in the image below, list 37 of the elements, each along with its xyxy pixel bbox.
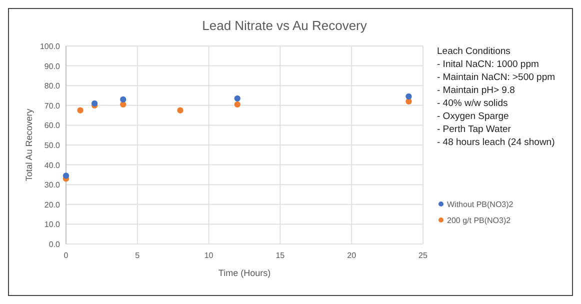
chart-title: Lead Nitrate vs Au Recovery	[202, 18, 368, 33]
x-tick-label: 0	[64, 251, 69, 260]
text: - 48 hours leach (24 shown)	[437, 137, 555, 148]
point	[62, 172, 70, 179]
y-tick-label: 80.0	[44, 82, 61, 91]
x-tick-label: 20	[347, 251, 357, 260]
y-tick-label: 60.0	[44, 121, 61, 130]
point	[234, 101, 240, 108]
text: - Inital NaCN: 1000 ppm	[437, 59, 539, 70]
point	[406, 93, 412, 100]
y-tick-label: 20.0	[44, 200, 61, 210]
point	[234, 95, 240, 102]
text: Leach Conditions	[437, 46, 511, 57]
y-tick-label: 10.0	[44, 220, 61, 230]
y-axis-title: Total Au Recovery	[24, 108, 34, 182]
x-tick-label: 5	[135, 251, 140, 260]
text: - Perth Tap Water	[437, 124, 511, 135]
y-tick-label: 70.0	[44, 101, 61, 110]
x-tick-label: 10	[204, 251, 214, 260]
y-tick-label: 0.0	[48, 240, 61, 249]
y-tick-label: 50.0	[44, 141, 61, 150]
x-tick-label: 15	[276, 251, 286, 260]
y-tick-label: 100.0	[40, 42, 61, 51]
point	[120, 96, 126, 103]
x-axis-title: Time (Hours)	[218, 268, 271, 278]
x-tick-label: 25	[418, 251, 428, 260]
text: - Maintain pH> 9.8	[437, 85, 515, 96]
point	[77, 107, 84, 114]
y-tick-label: 30.0	[44, 180, 61, 190]
text: - 40% w/w solids	[437, 98, 508, 109]
legend-label: Without PB(NO3)2	[447, 200, 514, 209]
point	[177, 107, 184, 114]
y-tick-label: 90.0	[44, 62, 61, 71]
legend-label: 200 g/t PB(NO3)2	[447, 216, 512, 225]
y-tick-label: 40.0	[44, 160, 61, 170]
text: - Oxygen Sparge	[437, 111, 509, 122]
text: - Maintain NaCN: >500 ppm	[437, 72, 556, 83]
